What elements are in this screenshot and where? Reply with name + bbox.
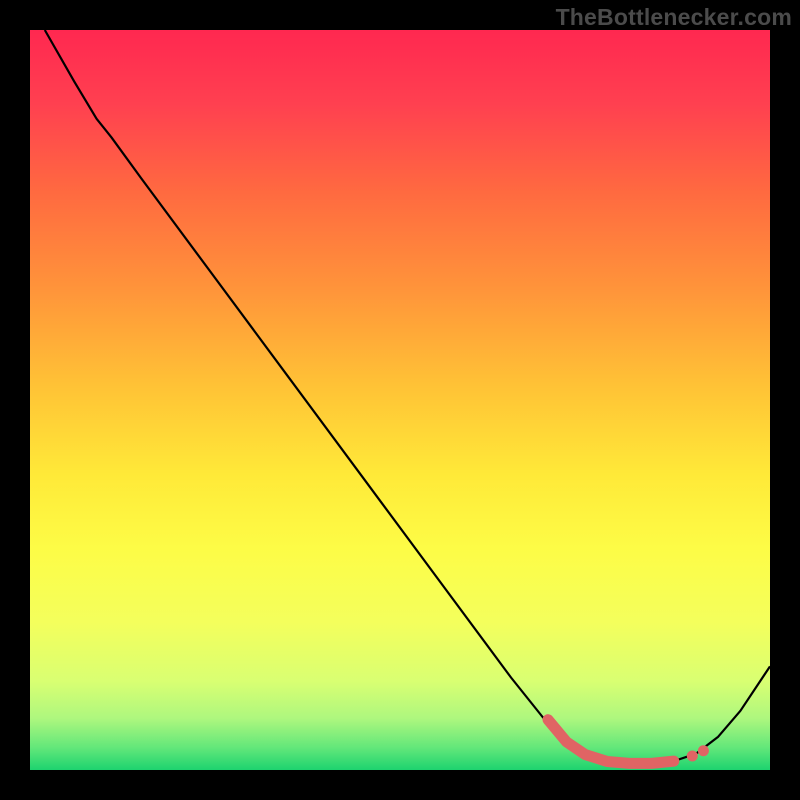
- chart-container: TheBottlenecker.com: [0, 0, 800, 800]
- optimal-range-dot: [687, 750, 698, 761]
- gradient-background: [30, 30, 770, 770]
- optimal-range-dot: [698, 745, 709, 756]
- chart-svg: [0, 0, 800, 800]
- watermark-text: TheBottlenecker.com: [556, 4, 792, 31]
